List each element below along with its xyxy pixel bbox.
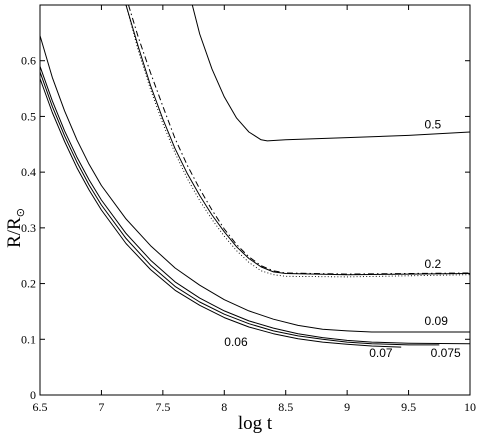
curve-label: 0.06: [224, 335, 248, 349]
x-tick-label: 6.5: [33, 400, 48, 414]
y-tick-label: 0.3: [21, 221, 36, 235]
curve-label: 0.2: [425, 257, 442, 271]
curve-0-09: [39, 35, 470, 333]
curve-labels: 0.5 0.2 0.09 0.06 0.07 0.075: [224, 118, 461, 360]
curve-0-5: [191, 4, 471, 142]
curve-label: 0.07: [369, 346, 393, 360]
y-tick-label: 0: [30, 388, 36, 402]
curve-0-07: [39, 71, 440, 346]
curve-0-06: [39, 78, 402, 348]
plot-frame: [39, 4, 471, 396]
y-tick-label: 0.4: [21, 165, 36, 179]
y-axis-title-main: R/R: [4, 217, 25, 248]
x-tick-label: 9: [344, 400, 350, 414]
curve-0-2: [125, 4, 471, 276]
x-tick-label: 7.5: [155, 400, 170, 414]
x-axis-title: log t: [238, 413, 273, 434]
y-axis-title: R/R⊙: [4, 208, 27, 248]
curve-dotted-3: [125, 4, 471, 278]
x-tick-label: 8.5: [278, 400, 293, 414]
curve-0-075: [39, 66, 471, 345]
y-tick-label: 0.1: [21, 332, 36, 346]
curve-dashdot-2: [128, 4, 471, 275]
x-axis-ticks: 6.5 7 7.5 8 8.5 9 9.5 10: [33, 5, 476, 414]
curve-label: 0.5: [425, 118, 442, 132]
y-tick-label: 0.5: [21, 109, 36, 123]
x-tick-label: 7: [98, 400, 104, 414]
curve-group: [39, 4, 471, 348]
y-tick-label: 0.2: [21, 277, 36, 291]
y-tick-label: 0.6: [21, 54, 36, 68]
y-axis-title-sub: ⊙: [15, 208, 27, 217]
y-axis-ticks: 0 0.1 0.2 0.3 0.4 0.5 0.6: [21, 54, 470, 402]
x-tick-label: 9.5: [401, 400, 416, 414]
x-tick-label: 10: [464, 400, 476, 414]
x-tick-label: 8: [221, 400, 227, 414]
curve-label: 0.075: [431, 346, 461, 360]
curve-label: 0.09: [425, 314, 449, 328]
